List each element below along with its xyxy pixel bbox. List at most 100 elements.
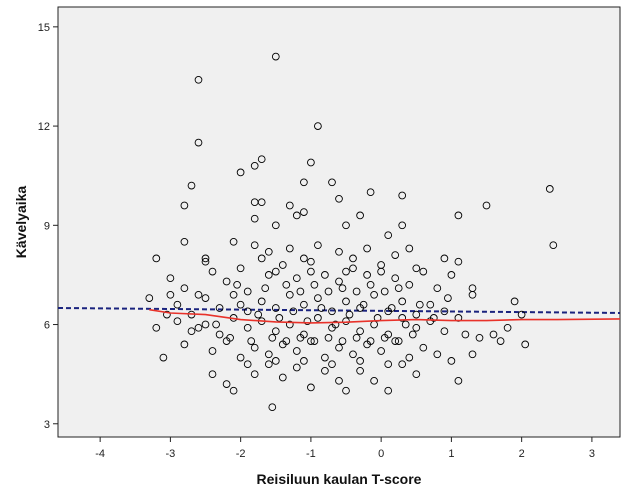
data-point [366, 188, 375, 197]
data-point [226, 333, 234, 342]
x-axis: -4 -3 -2 -1 0 1 2 3 [95, 437, 595, 460]
data-point [201, 294, 210, 302]
data-point [384, 386, 393, 395]
data-point [517, 310, 526, 319]
data-point [356, 357, 364, 365]
data-point [285, 290, 294, 299]
y-tick-label: 12 [38, 121, 50, 133]
data-point [444, 294, 452, 302]
linear-fit-layer [57, 307, 621, 314]
data-point [282, 280, 291, 289]
x-tick-label: 0 [378, 448, 384, 460]
data-point [349, 254, 357, 263]
data-point [194, 290, 203, 299]
data-point [342, 221, 350, 230]
data-point [412, 264, 421, 273]
data-point [271, 267, 280, 276]
y-tick-label: 15 [38, 22, 50, 34]
data-point [300, 300, 308, 309]
y-tick-label: 9 [44, 220, 50, 232]
data-point [331, 320, 340, 329]
data-point [250, 370, 259, 379]
data-point [454, 211, 463, 220]
data-point [307, 257, 315, 266]
data-point [387, 304, 396, 312]
data-point [440, 327, 449, 336]
data-point [307, 337, 315, 345]
data-point [545, 185, 554, 193]
data-point [366, 337, 375, 345]
data-point [352, 287, 361, 296]
data-point [187, 327, 196, 336]
data-point [363, 271, 371, 279]
data-point [247, 337, 256, 345]
data-point [236, 168, 245, 177]
data-point [271, 304, 280, 312]
data-point [345, 310, 354, 319]
data-point [296, 287, 305, 296]
data-point [264, 247, 273, 256]
data-point [433, 284, 442, 293]
data-point [335, 247, 343, 256]
data-point [233, 280, 241, 289]
data-point [377, 347, 385, 355]
data-point [363, 244, 371, 253]
x-tick-label: -3 [166, 448, 176, 460]
data-point [384, 360, 393, 369]
data-point [324, 287, 333, 296]
data-point [359, 300, 368, 309]
data-point [419, 343, 428, 352]
data-point [433, 350, 442, 359]
data-point [398, 314, 407, 322]
data-point [335, 343, 343, 352]
data-point [335, 194, 343, 203]
data-point [335, 277, 343, 286]
data-point [398, 221, 407, 230]
data-point [408, 330, 417, 339]
data-point [314, 122, 322, 130]
y-tick-label: 3 [44, 419, 50, 431]
x-tick-label: -2 [236, 448, 246, 460]
data-point [384, 231, 393, 240]
data-point [194, 75, 203, 84]
data-point [289, 307, 298, 316]
points-layer [145, 52, 558, 412]
data-point [496, 337, 505, 345]
data-point [321, 271, 329, 279]
data-point [264, 360, 273, 369]
data-point [264, 271, 273, 279]
data-point [328, 360, 336, 369]
x-tick-label: 1 [448, 448, 454, 460]
data-point [307, 267, 315, 276]
data-point [208, 347, 217, 355]
data-point [489, 330, 498, 339]
y-axis-title: Kävelyaika [13, 186, 29, 259]
data-point [447, 271, 456, 279]
data-point [201, 254, 210, 263]
data-point [163, 310, 171, 319]
data-point [321, 366, 329, 375]
data-point [307, 383, 315, 392]
data-point [271, 221, 280, 230]
data-point [412, 370, 421, 379]
data-point [194, 138, 203, 147]
data-point [180, 284, 189, 293]
data-point [300, 254, 308, 263]
x-tick-label: -4 [95, 448, 105, 460]
data-point [356, 211, 364, 220]
data-point [335, 376, 343, 385]
data-point [145, 294, 154, 302]
data-point [377, 267, 385, 276]
data-point [278, 373, 287, 382]
data-point [180, 340, 189, 349]
data-point [296, 333, 305, 342]
data-point [292, 347, 301, 355]
data-point [370, 376, 378, 385]
data-point [212, 320, 220, 329]
data-point [257, 155, 266, 164]
data-point [310, 337, 319, 345]
data-point [356, 366, 364, 375]
data-point [405, 353, 414, 362]
linear-fit-line [57, 307, 621, 314]
